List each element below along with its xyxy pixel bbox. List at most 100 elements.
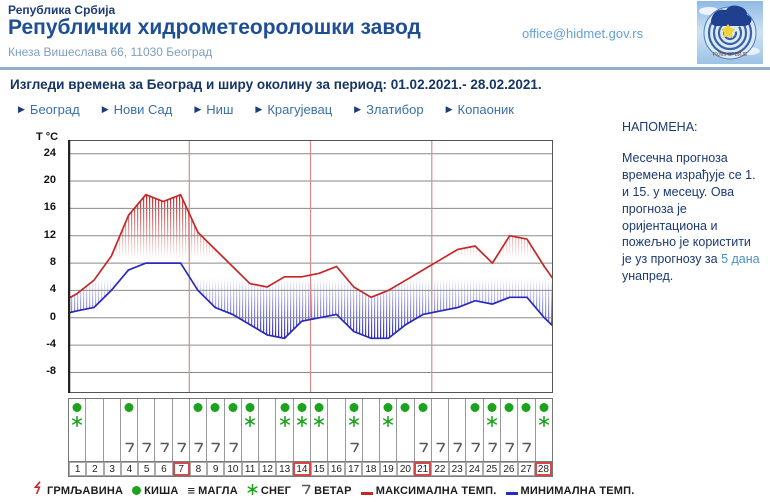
- day-number-12: 12: [258, 462, 276, 476]
- thunder-icon: [33, 481, 44, 500]
- wind-icon: [193, 440, 204, 458]
- day-number-27: 27: [517, 462, 535, 476]
- weather-icons-row: [68, 398, 553, 461]
- rain-icon: [297, 403, 307, 412]
- wind-icon: [469, 440, 480, 458]
- day-cell-1: [69, 399, 87, 461]
- snow-icon: [247, 482, 258, 500]
- wind-icon: [452, 440, 463, 458]
- snow-icon: [383, 414, 394, 432]
- day-cell-25: [484, 399, 502, 461]
- day-number-28: 28: [534, 462, 552, 476]
- day-number-14: 14: [293, 462, 311, 476]
- day-cell-18: [363, 399, 381, 461]
- day-cell-23: [449, 399, 467, 461]
- y-tick-label: 12: [43, 228, 56, 241]
- day-number-2: 2: [86, 462, 104, 476]
- rain-icon: [418, 403, 428, 412]
- note-block: НАПОМЕНА: Месечна прогноза времена израђ…: [622, 120, 764, 285]
- wind-icon: [486, 440, 498, 458]
- day-cell-4: [121, 399, 139, 461]
- wind-icon: [435, 440, 446, 458]
- day-cell-11: [242, 399, 260, 461]
- rain-icon: [132, 482, 142, 500]
- rain-icon: [400, 403, 410, 412]
- day-cell-2: [86, 399, 104, 461]
- day-number-16: 16: [327, 462, 345, 476]
- day-cell-16: [328, 399, 346, 461]
- day-cell-14: [294, 399, 311, 461]
- nav-item-1[interactable]: ▶ Београд: [18, 102, 80, 117]
- wind-icon: [227, 440, 238, 458]
- note-body: Месечна прогноза времена израђује се 1. …: [622, 150, 764, 285]
- wind-icon: [504, 440, 515, 458]
- wind-icon: [158, 440, 169, 458]
- organization-title: Републички хидрометеоролошки завод: [8, 16, 421, 39]
- day-number-24: 24: [465, 462, 483, 476]
- temperature-chart: [67, 140, 554, 393]
- y-tick-label: 4: [49, 283, 56, 296]
- day-number-3: 3: [103, 462, 121, 476]
- wind-icon: [300, 482, 311, 500]
- day-cell-24: [466, 399, 484, 461]
- day-cell-13: [276, 399, 294, 461]
- nav-item-6[interactable]: ▶ Копаоник: [446, 102, 514, 117]
- page-title: Изгледи времена за Београд и ширу околин…: [10, 77, 542, 92]
- nav-item-label: Нови Сад: [113, 102, 173, 117]
- day-cell-19: [380, 399, 398, 461]
- wind-icon: [141, 440, 152, 458]
- wind-icon: [417, 440, 428, 458]
- country-name: Република Србија: [8, 3, 116, 17]
- note-heading: НАПОМЕНА:: [622, 120, 698, 134]
- legend-item: МАКСИМАЛНА ТЕМП.: [360, 482, 497, 500]
- nav-item-5[interactable]: ▶ Златибор: [354, 102, 423, 117]
- rain-icon: [245, 403, 255, 412]
- nav-item-4[interactable]: ▶ Крагујевац: [255, 102, 332, 117]
- nav-arrow-icon: ▶: [18, 104, 25, 114]
- legend-label: МАКСИМАЛНА ТЕМП.: [375, 484, 497, 497]
- day-number-4: 4: [120, 462, 138, 476]
- legend-label: ВЕТАР: [314, 484, 352, 497]
- min-temp-line-icon: [505, 482, 518, 500]
- snow-icon: [244, 414, 255, 432]
- wind-icon: [521, 440, 532, 458]
- day-number-25: 25: [483, 462, 501, 476]
- nav-item-3[interactable]: ▶ Ниш: [194, 102, 233, 117]
- snow-icon: [538, 414, 549, 432]
- email-link[interactable]: office@hidmet.gov.rs: [522, 26, 644, 41]
- y-tick-label: 8: [49, 256, 56, 269]
- legend-item: ≡ МАГЛА: [188, 482, 238, 500]
- five-day-forecast-link[interactable]: 5 дана: [721, 252, 760, 267]
- rain-icon: [349, 403, 359, 412]
- day-cell-12: [259, 399, 277, 461]
- nav-item-2[interactable]: ▶ Нови Сад: [102, 102, 173, 117]
- y-tick-label: 0: [49, 310, 56, 323]
- wind-icon: [348, 440, 359, 458]
- day-cell-7: [173, 399, 190, 461]
- day-cell-15: [311, 399, 329, 461]
- rain-icon: [280, 403, 290, 412]
- day-number-11: 11: [241, 462, 259, 476]
- rain-icon: [470, 403, 480, 412]
- day-number-26: 26: [500, 462, 518, 476]
- day-number-1: 1: [69, 462, 87, 476]
- day-numbers-row: 1 2 3 4 5 6 7 8 9 10 11 12 13 14 15 16 17 18 19 20 21 22 23 24 2…: [68, 461, 553, 477]
- y-axis-unit-label: T °C: [36, 131, 59, 143]
- rain-icon: [487, 403, 497, 412]
- y-tick-label: -4: [46, 338, 56, 351]
- organization-address: Кнеза Вишеслава 66, 11030 Београд: [8, 45, 213, 59]
- note-text-after: унапред.: [622, 269, 674, 284]
- day-number-7: 7: [172, 462, 190, 476]
- day-cell-10: [225, 399, 242, 461]
- legend-item: ГРМЉАВИНА: [33, 481, 123, 500]
- day-number-8: 8: [189, 462, 207, 476]
- day-number-13: 13: [276, 462, 294, 476]
- legend-item: КИША: [132, 482, 178, 500]
- legend-label: СНЕГ: [260, 484, 292, 497]
- nav-arrow-icon: ▶: [194, 104, 202, 114]
- header-divider: [0, 67, 770, 70]
- day-cell-26: [501, 399, 519, 461]
- logo-text: РХМЗ СРБИЈЕ: [713, 52, 748, 58]
- rain-icon: [539, 403, 549, 412]
